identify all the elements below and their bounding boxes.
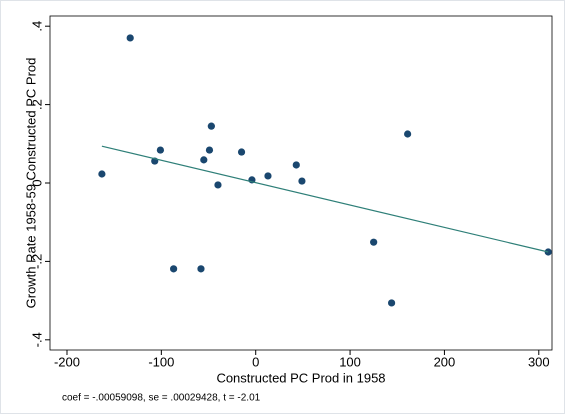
- y-axis-title: Growth Rate 1958-59 Constructed PC Prod: [23, 58, 38, 309]
- y-tick-label: .4: [29, 21, 44, 32]
- point: [126, 34, 134, 42]
- y-tick-label: -.2: [29, 254, 44, 269]
- point: [292, 161, 300, 169]
- y-tick-label: 0: [29, 179, 44, 186]
- point: [387, 299, 396, 307]
- point: [205, 146, 214, 154]
- point: [370, 238, 378, 246]
- point: [264, 172, 272, 180]
- y-tick-label: -.4: [29, 332, 44, 347]
- fit-line: [101, 145, 549, 253]
- point: [404, 130, 412, 138]
- point: [207, 122, 215, 130]
- point: [197, 265, 205, 273]
- x-tick-label: 100: [339, 354, 361, 369]
- x-tick-label: 200: [434, 354, 456, 369]
- point: [214, 181, 222, 189]
- y-tick-label: .2: [29, 99, 44, 110]
- point: [156, 146, 165, 154]
- point: [237, 148, 246, 156]
- point: [98, 170, 106, 178]
- x-tick-label: 0: [252, 354, 259, 369]
- x-tick-label: -100: [148, 354, 174, 369]
- note: coef = -.00059098, se = .00029428, t = -…: [62, 393, 261, 404]
- point: [170, 265, 178, 273]
- point: [298, 177, 306, 185]
- point: [200, 156, 208, 164]
- x-axis-title: Constructed PC Prod in 1958: [216, 370, 385, 385]
- x-tick-label: -200: [54, 354, 80, 369]
- x-tick-label: 300: [528, 354, 550, 369]
